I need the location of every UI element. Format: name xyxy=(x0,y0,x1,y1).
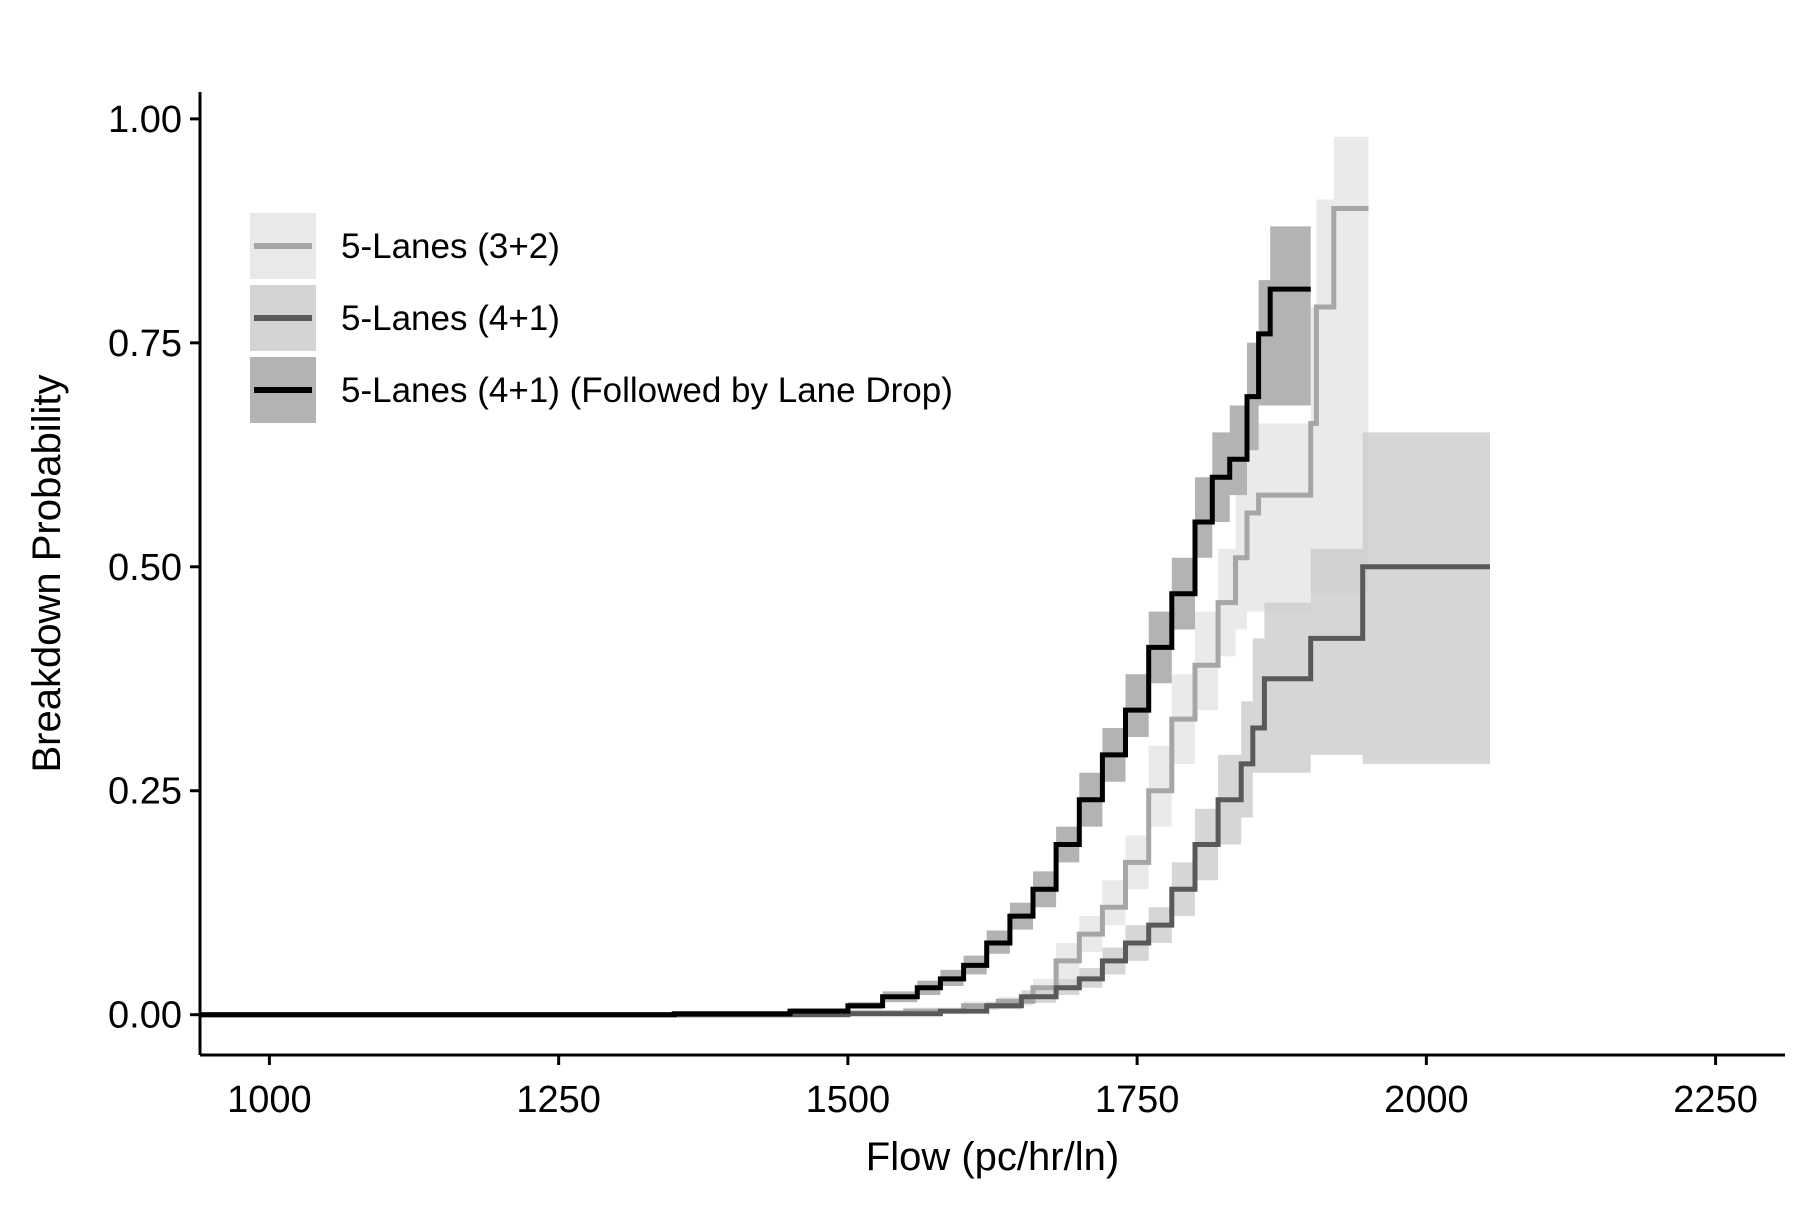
legend-label-1: 5-Lanes (3+2) xyxy=(341,227,560,266)
y-axis-title: Breakdown Probability xyxy=(25,375,69,773)
x-tick-label: 1250 xyxy=(516,1079,601,1121)
y-tick-label: 0.00 xyxy=(108,995,182,1037)
x-tick-label: 2000 xyxy=(1384,1079,1469,1121)
y-tick-label: 0.75 xyxy=(108,323,182,365)
series-lines xyxy=(200,206,1490,1018)
x-tick-label: 1500 xyxy=(806,1079,891,1121)
x-tick-label: 1750 xyxy=(1095,1079,1180,1121)
x-axis-title: Flow (pc/hr/ln) xyxy=(866,1135,1119,1179)
tick-marks-and-labels: 1000 1250 1500 1750 2000 2250 0.00 0.25 0.50 0.75… xyxy=(108,99,1758,1121)
legend-label-2: 5-Lanes (4+1) xyxy=(341,299,560,338)
legend-label-3: 5-Lanes (4+1) (Followed by Lane Drop) xyxy=(341,371,953,410)
y-tick-label: 1.00 xyxy=(108,99,182,141)
series-line-2 xyxy=(200,564,1490,1018)
series-line-3 xyxy=(200,286,1311,1018)
x-tick-label: 2250 xyxy=(1673,1079,1758,1121)
confidence-band-series-3 xyxy=(200,226,1311,1015)
axes xyxy=(198,92,1785,1057)
legend: 5-Lanes (3+2) 5-Lanes (4+1) 5-Lanes (4+1) … xyxy=(250,213,953,423)
y-tick-label: 0.50 xyxy=(108,547,182,589)
confidence-bands xyxy=(200,136,1490,1015)
y-tick-label: 0.25 xyxy=(108,771,182,813)
x-tick-label: 1000 xyxy=(227,1079,312,1121)
